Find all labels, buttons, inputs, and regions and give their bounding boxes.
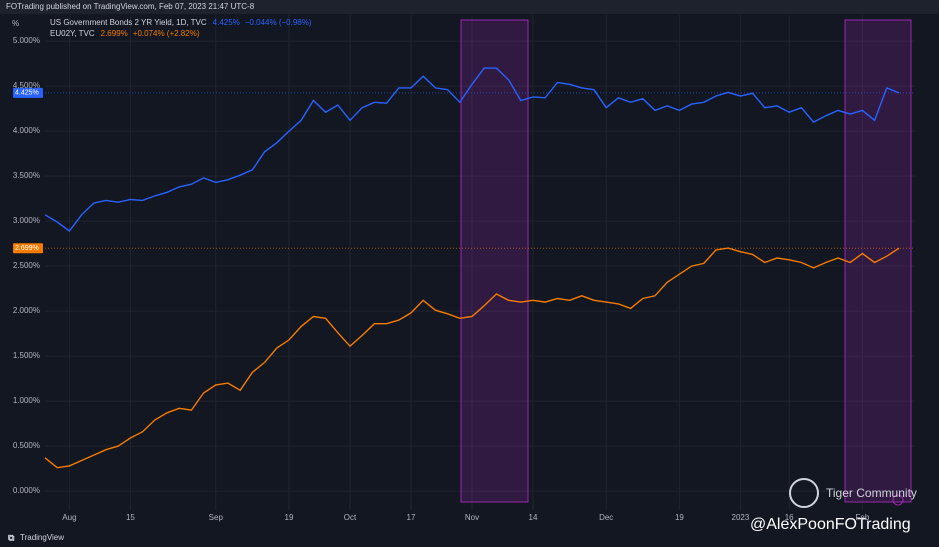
credit: @AlexPoonFOTrading: [750, 516, 911, 533]
x-tick-label: Sep: [209, 513, 224, 522]
x-tick-label: 15: [126, 513, 135, 522]
y-tick-label: 0.500%: [13, 441, 40, 450]
marker-icon: [892, 494, 904, 506]
y-tick-label: 0.000%: [13, 486, 40, 495]
line-series: [44, 247, 900, 469]
y-tick-label: 3.000%: [13, 216, 40, 225]
legend-last: 4.425%: [213, 18, 240, 27]
y-tick-label: 1.500%: [13, 351, 40, 360]
y-tick-label: 1.000%: [13, 396, 40, 405]
y-tick-label: 4.000%: [13, 126, 40, 135]
last-value-badge: [13, 243, 43, 254]
legend-name: US Government Bonds 2 YR Yield, 1D, TVC: [50, 18, 207, 27]
footer-logo: ⧉: [8, 532, 15, 542]
footer-bar: [0, 530, 939, 547]
x-tick-label: Nov: [465, 513, 479, 522]
y-tick-label: 2.000%: [13, 306, 40, 315]
y-tick-label: 4.500%: [13, 81, 40, 90]
header-bar: [0, 0, 939, 14]
last-value-label: 2.699%: [15, 245, 39, 252]
highlight-box: [460, 19, 529, 503]
watermark-logo: [789, 478, 819, 508]
legend-name: EU02Y, TVC: [50, 29, 95, 38]
line-series: [44, 67, 900, 232]
x-tick-label: 17: [407, 513, 416, 522]
legend-last: 2.699%: [101, 29, 128, 38]
x-tick-label: Feb: [856, 513, 870, 522]
x-tick-label: Aug: [62, 513, 76, 522]
x-tick-label: 16: [785, 513, 794, 522]
header: FOTrading published on TradingView.com, …: [6, 2, 255, 11]
y-tick-label: 5.000%: [13, 36, 40, 45]
unit-label: %: [12, 19, 19, 28]
y-tick-label: 3.500%: [13, 171, 40, 180]
x-tick-label: 19: [285, 513, 294, 522]
x-tick-label: Oct: [344, 513, 357, 522]
y-tick-label: 2.500%: [13, 261, 40, 270]
x-tick-label: 14: [529, 513, 538, 522]
x-tick-label: 2023: [732, 513, 750, 522]
x-tick-label: 19: [675, 513, 684, 522]
x-tick-label: Dec: [599, 513, 613, 522]
legend-change: +0.074% (+2.82%): [133, 29, 200, 38]
legend-change: −0.044% (−0.98%): [245, 18, 312, 27]
watermark: Tiger Community: [826, 486, 917, 500]
footer: TradingView: [20, 533, 64, 542]
last-value-label: 4.425%: [15, 90, 39, 97]
last-value-badge: [13, 87, 43, 98]
